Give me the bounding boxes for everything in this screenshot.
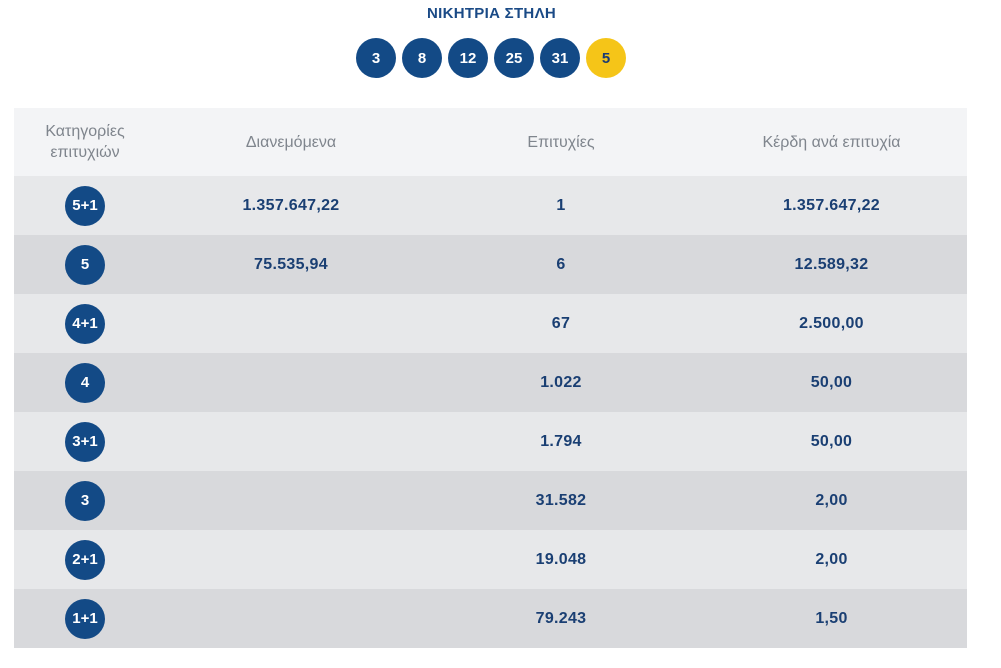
- winning-number-ball: 12: [448, 38, 488, 78]
- prize-cell: 2.500,00: [799, 314, 864, 332]
- distributed-cell: 75.535,94: [254, 255, 328, 273]
- winning-column-title: ΝΙΚΗΤΡΙΑ ΣΤΗΛΗ: [426, 5, 557, 22]
- distributed-cell: 1.357.647,22: [242, 196, 340, 214]
- category-badge: 2+1: [65, 539, 105, 580]
- table-row: 4 1.022 50,00: [14, 353, 967, 412]
- winners-cell: 79.243: [535, 609, 587, 627]
- joker-number-ball: 5: [586, 38, 626, 78]
- column-header-distributed: Διανεμόμενα: [245, 133, 337, 151]
- column-header-categories: Κατηγορίες επιτυχιών: [45, 123, 125, 161]
- prize-cell: 1.357.647,22: [782, 196, 881, 214]
- table-row: 5+1 1.357.647,22 1 1.357.647,22: [14, 176, 967, 235]
- category-badge: 5+1: [65, 185, 105, 226]
- prize-cell: 2,00: [815, 550, 848, 568]
- category-badge: 1+1: [65, 598, 105, 639]
- category-badge: 5: [65, 244, 105, 285]
- table-header-row: Κατηγορίες επιτυχιών Διανεμόμενα Επιτυχί…: [14, 108, 967, 176]
- category-badge: 4+1: [65, 303, 105, 344]
- prize-cell: 50,00: [810, 373, 853, 391]
- winners-cell: 1.794: [540, 432, 582, 450]
- winners-cell: 1: [556, 196, 566, 214]
- winning-number-ball: 3: [356, 38, 396, 78]
- prize-cell: 12.589,32: [794, 255, 869, 273]
- winners-cell: 31.582: [535, 491, 587, 509]
- table-row: 2+1 19.048 2,00: [14, 530, 967, 589]
- winning-number-ball: 31: [540, 38, 580, 78]
- table-row: 4+1 67 2.500,00: [14, 294, 967, 353]
- winners-cell: 6: [556, 255, 566, 273]
- prize-cell: 2,00: [815, 491, 848, 509]
- table-row: 5 75.535,94 6 12.589,32: [14, 235, 967, 294]
- prize-cell: 1,50: [815, 609, 848, 627]
- category-badge: 4: [65, 362, 105, 403]
- category-badge: 3+1: [65, 421, 105, 462]
- prize-cell: 50,00: [810, 432, 853, 450]
- winners-cell: 1.022: [540, 373, 582, 391]
- table-row: 1+1 79.243 1,50: [14, 589, 967, 648]
- column-header-prize: Κέρδη ανά επιτυχία: [762, 133, 901, 151]
- column-header-winners: Επιτυχίες: [527, 133, 595, 151]
- winners-cell: 67: [551, 314, 571, 332]
- table-row: 3 31.582 2,00: [14, 471, 967, 530]
- winners-cell: 19.048: [535, 550, 587, 568]
- winning-number-ball: 25: [494, 38, 534, 78]
- winning-numbers: 3 8 12 25 31 5: [356, 38, 626, 78]
- prize-table: Κατηγορίες επιτυχιών Διανεμόμενα Επιτυχί…: [14, 108, 967, 648]
- category-badge: 3: [65, 480, 105, 521]
- table-row: 3+1 1.794 50,00: [14, 412, 967, 471]
- winning-number-ball: 8: [402, 38, 442, 78]
